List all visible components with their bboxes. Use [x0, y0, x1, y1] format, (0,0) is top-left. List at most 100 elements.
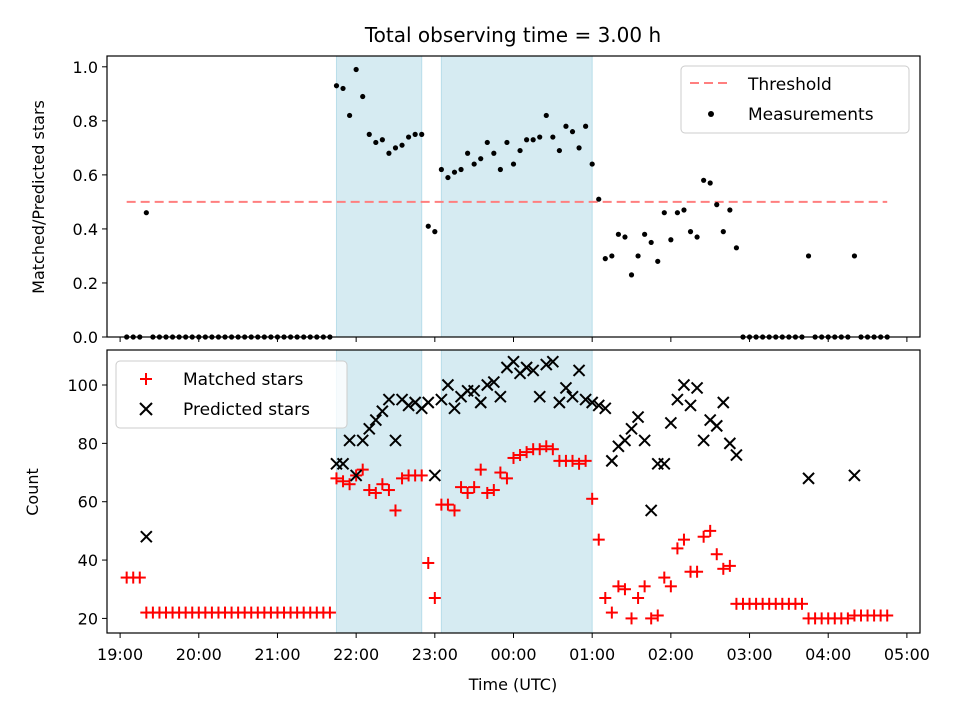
legend-bottom: Matched stars Predicted stars — [115, 360, 348, 429]
predicted-star-point — [625, 422, 638, 435]
measurement-point — [497, 166, 503, 173]
measurement-point — [851, 253, 858, 259]
predicted-star-point — [382, 393, 396, 406]
matched-star-point — [881, 609, 894, 622]
measurement-point — [366, 131, 372, 137]
x-axis-label: Time (UTC) — [468, 675, 557, 694]
matched-star-point — [133, 571, 146, 584]
measurement-point — [405, 134, 412, 140]
matched-star-point — [337, 475, 350, 488]
y-tick-label: 0.6 — [73, 166, 98, 185]
legend-top: Threshold Measurements — [680, 65, 910, 134]
predicted-star-point — [494, 390, 507, 403]
measurement-point — [714, 202, 720, 208]
y-tick-label: 100 — [67, 376, 98, 395]
measurement-point — [543, 112, 549, 119]
predicted-star-point — [618, 434, 632, 447]
measurement-point — [353, 66, 359, 73]
matched-star-point — [422, 556, 435, 569]
matched-star-point — [586, 492, 599, 505]
matched-star-point — [455, 481, 468, 494]
matched-star-point — [330, 472, 343, 485]
predicted-star-point — [507, 355, 520, 368]
measurement-point — [733, 245, 740, 251]
measurement-point — [484, 139, 490, 146]
measurement-point — [707, 180, 713, 186]
y-tick-label: 60 — [78, 493, 98, 512]
ratio-panel-frame — [106, 55, 921, 338]
matched-star-point — [566, 454, 579, 467]
measurement-point — [642, 231, 648, 237]
measurement-point — [392, 145, 399, 151]
predicted-star-point — [376, 405, 389, 418]
measurement-point — [399, 142, 405, 148]
figure-title: Total observing time = 3.00 h — [364, 23, 661, 47]
observing-span-2 — [440, 349, 593, 634]
legend-matched-swatch — [140, 373, 152, 385]
observing-span-2 — [440, 55, 593, 338]
observing-spans-top — [335, 55, 593, 338]
predicted-star-point — [481, 378, 494, 392]
matched-star-point — [363, 484, 376, 497]
measurement-point — [346, 112, 353, 119]
matched-star-point — [795, 597, 808, 610]
predicted-star-point — [402, 399, 415, 412]
measurement-point — [701, 177, 707, 183]
predicted-star-point — [526, 364, 540, 377]
matched-star-point — [448, 504, 461, 517]
predicted-star-point — [520, 361, 533, 374]
ratio-panel: 0.0 0.2 0.4 0.6 0.8 1.0 Matched/Predicted sta… — [29, 55, 921, 347]
predicted-star-point — [572, 364, 586, 377]
measurement-point — [550, 134, 556, 140]
measurement-point — [373, 139, 379, 146]
measurement-point — [386, 150, 392, 156]
measurement-point — [589, 161, 595, 167]
measurement-point — [563, 123, 569, 129]
measurement-point — [360, 93, 366, 100]
measurement-point — [694, 234, 700, 240]
matched-star-point — [704, 524, 717, 537]
count-panel: 20 40 60 80 100 19:00 20:00 21:00 22:00 23:00 00:… — [23, 349, 930, 694]
matched-star-point — [415, 469, 428, 482]
matched-star-point — [546, 443, 559, 456]
matched-star-point — [481, 486, 494, 499]
predicted-star-point — [690, 381, 704, 395]
matched-star-point — [494, 466, 507, 479]
matched-star-point — [717, 562, 730, 575]
y-tick-label: 40 — [78, 551, 98, 570]
predicted-star-point — [592, 399, 605, 412]
predicted-star-point — [533, 390, 546, 403]
predicted-star-point — [710, 419, 723, 433]
measurement-point — [687, 229, 694, 235]
matched-star-point — [599, 591, 612, 604]
y-axis-label-bottom: Count — [23, 468, 42, 516]
matched-star-point — [343, 478, 356, 491]
predicted-star-point — [848, 469, 861, 482]
matched-star-point — [573, 457, 586, 470]
y-tick-label: 0.4 — [73, 220, 98, 239]
measurement-point — [425, 223, 431, 229]
matched-star-point — [697, 530, 710, 543]
measurement-point — [510, 161, 517, 167]
matched-stars-series — [120, 440, 894, 625]
legend-bottom-frame — [115, 360, 348, 429]
predicted-star-point — [579, 393, 592, 406]
count-panel-frame — [106, 349, 921, 634]
measurement-point — [805, 253, 812, 259]
measurement-point — [648, 239, 654, 246]
predicted-star-point — [585, 396, 599, 409]
predicted-star-point — [467, 384, 481, 398]
measurement-point — [622, 234, 628, 240]
matched-star-point — [632, 591, 645, 604]
predicted-star-point — [389, 434, 402, 447]
matched-star-point — [723, 559, 736, 572]
measurement-point — [661, 210, 667, 216]
y-tick-label: 80 — [78, 434, 98, 453]
x-tick-label: 03:00 — [726, 645, 772, 664]
measurement-point — [445, 174, 451, 181]
measurement-point — [524, 137, 530, 143]
matched-star-point — [507, 451, 520, 464]
measurement-point — [465, 150, 471, 156]
x-tick-label: 04:00 — [805, 645, 851, 664]
